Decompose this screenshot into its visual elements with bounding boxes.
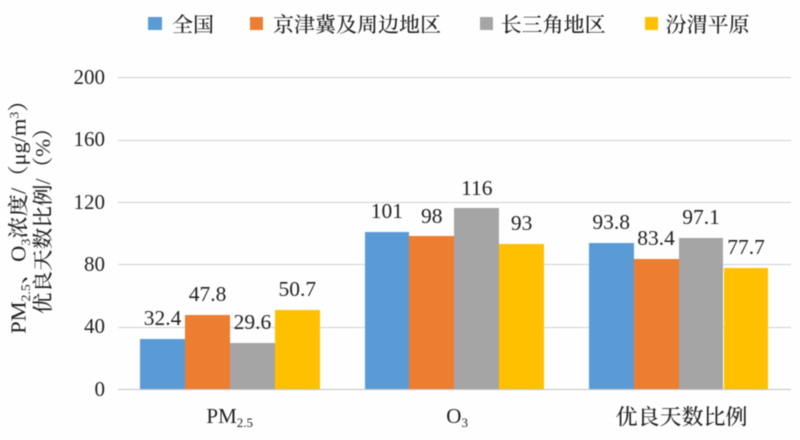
svg-text:3: 3 (7, 111, 22, 118)
svg-text:O: O (7, 246, 30, 262)
svg-text:2.5: 2.5 (19, 284, 34, 302)
svg-text:3: 3 (19, 238, 34, 245)
svg-text:%: % (31, 139, 55, 157)
svg-text:/: / (31, 178, 55, 184)
svg-text:/: / (7, 187, 30, 194)
svg-text:μg/m: μg/m (7, 119, 30, 166)
svg-text:PM: PM (7, 301, 30, 333)
